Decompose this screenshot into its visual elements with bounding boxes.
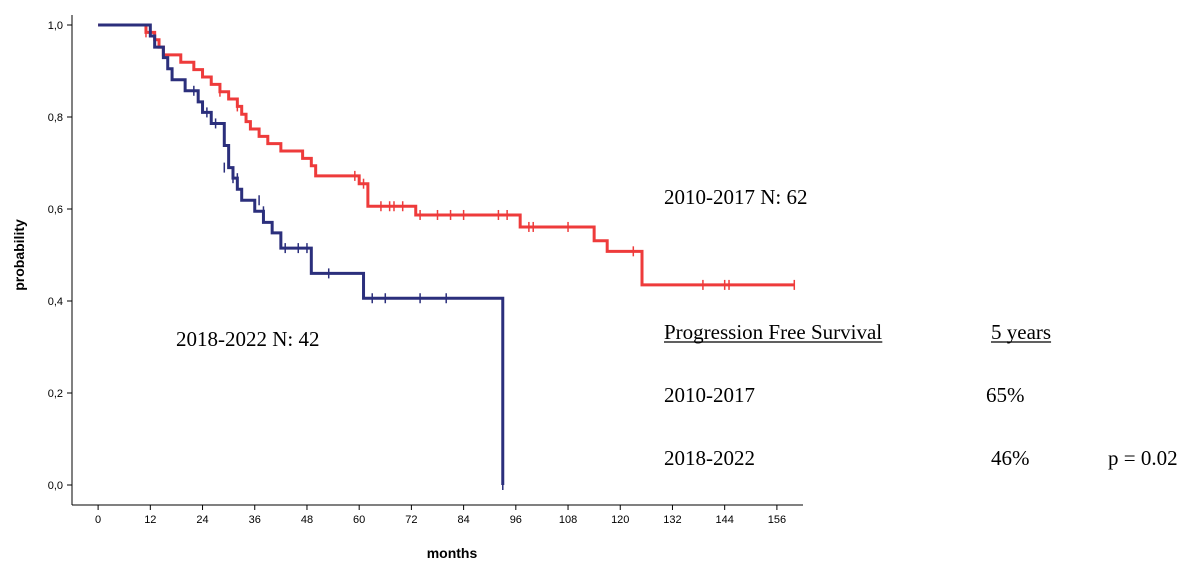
x-tick-label: 120 xyxy=(611,514,629,526)
x-tick-label: 72 xyxy=(405,514,417,526)
y-tick-label: 0,0 xyxy=(48,480,63,492)
x-tick-label: 0 xyxy=(95,514,101,526)
x-tick-label: 96 xyxy=(510,514,522,526)
table-header-pfs: Progression Free Survival xyxy=(664,320,882,344)
x-tick-label: 36 xyxy=(249,514,261,526)
x-axis-title: months xyxy=(427,545,478,561)
x-tick-label: 144 xyxy=(715,514,733,526)
axes: 0 12 24 36 48 60 72 84 96 108 120 132 144 156 0,00,20… xyxy=(48,15,803,526)
survival-line-2010-2017 xyxy=(98,23,795,287)
x-tick-label: 24 xyxy=(196,514,208,526)
y-tick-label: 0,6 xyxy=(48,204,63,216)
x-tick-label: 132 xyxy=(663,514,681,526)
series-2018-2022 xyxy=(98,23,505,490)
x-tick-label: 108 xyxy=(559,514,577,526)
x-tick-label: 84 xyxy=(457,514,469,526)
y-tick-label: 1,0 xyxy=(48,20,63,32)
table-row2-value: 46% xyxy=(991,446,1030,470)
survival-line-2018-2022 xyxy=(98,23,505,485)
p-value: p = 0.02 xyxy=(1108,446,1178,470)
x-tick-label: 12 xyxy=(144,514,156,526)
y-tick-label: 0,2 xyxy=(48,388,63,400)
table-row1-value: 65% xyxy=(986,383,1025,407)
y-tick-label: 0,4 xyxy=(48,296,63,308)
table-header-5-years: 5 years xyxy=(991,320,1051,344)
table-row1-label: 2010-2017 xyxy=(664,383,755,407)
x-tick-label: 156 xyxy=(768,514,786,526)
y-tick-label: 0,8 xyxy=(48,112,63,124)
series-label-2010-2017: 2010-2017 N: 62 xyxy=(664,185,808,209)
y-axis-title: probability xyxy=(11,219,27,291)
series-layer xyxy=(98,23,796,490)
x-tick-label: 48 xyxy=(301,514,313,526)
series-2010-2017 xyxy=(98,23,796,290)
y-ticks: 0,0 0,2 0,4 0,6 0,8 1,0 xyxy=(48,20,72,492)
table-row2-label: 2018-2022 xyxy=(664,446,755,470)
x-tick-label: 60 xyxy=(353,514,365,526)
x-ticks: 0 12 24 36 48 60 72 84 96 108 120 132 144 156 xyxy=(95,505,786,526)
series-label-2018-2022: 2018-2022 N: 42 xyxy=(176,327,320,351)
